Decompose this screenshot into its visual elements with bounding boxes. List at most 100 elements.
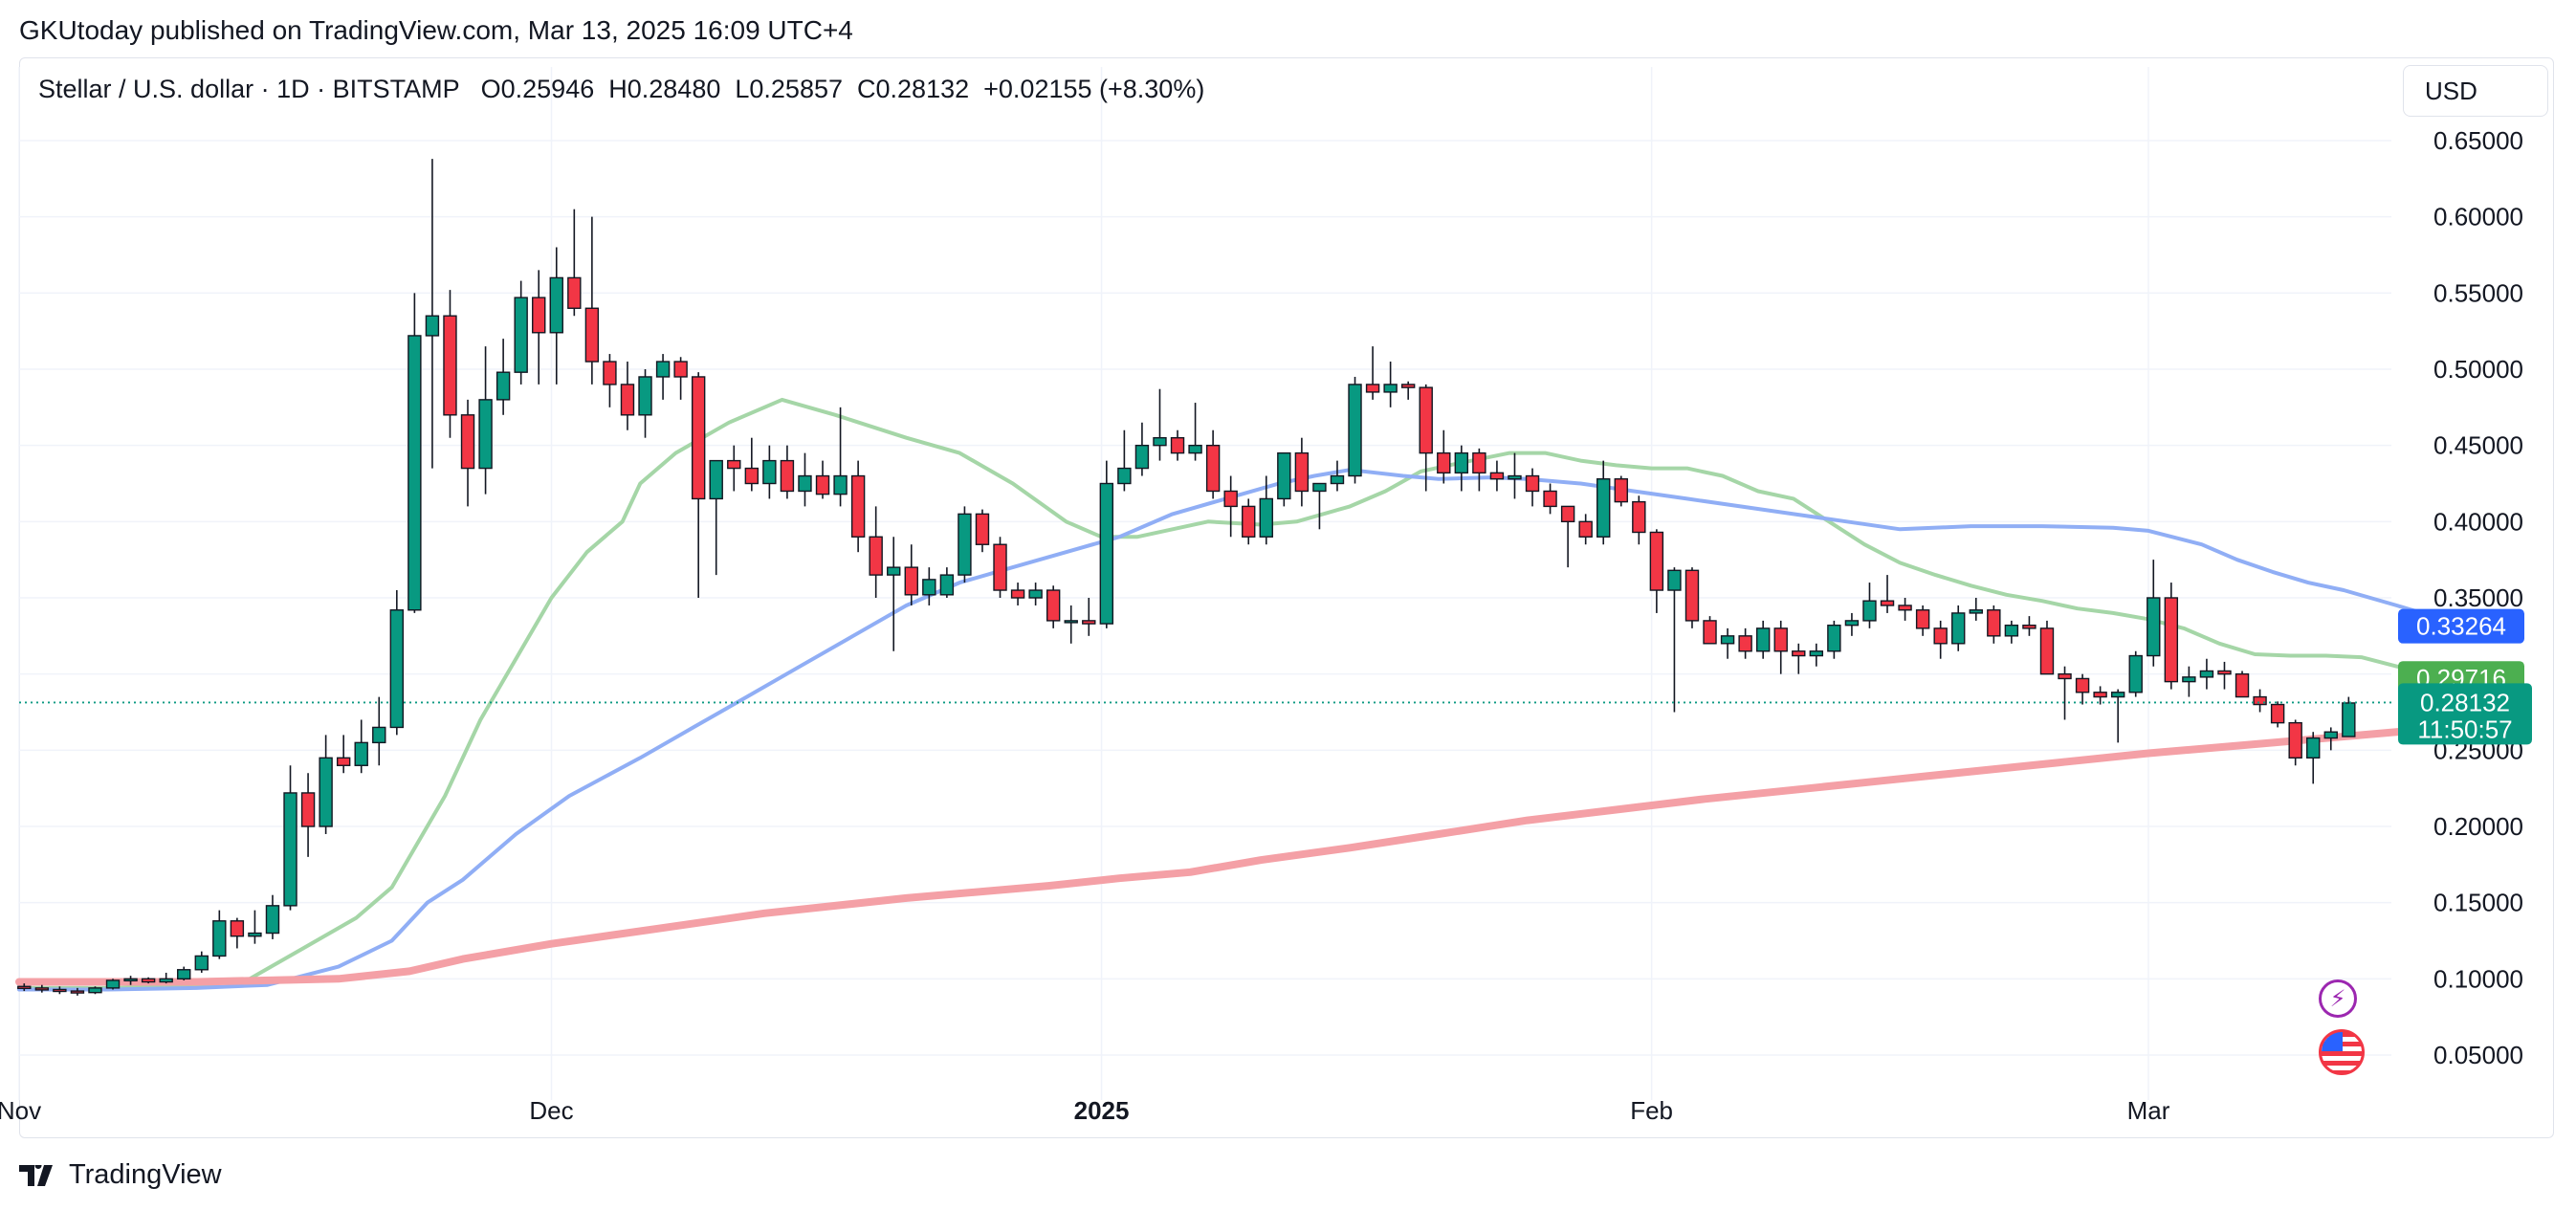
candle-body bbox=[1117, 467, 1132, 485]
candle bbox=[443, 290, 457, 438]
candle bbox=[2058, 666, 2072, 720]
candle-body bbox=[887, 566, 901, 576]
candle bbox=[584, 216, 600, 385]
last-price-text: 0.28132 bbox=[2420, 688, 2510, 716]
candle-body bbox=[1472, 451, 1486, 474]
x-tick-label: Feb bbox=[1630, 1096, 1673, 1125]
x-tick-label: Mar bbox=[2127, 1096, 2170, 1125]
candle bbox=[2182, 666, 2196, 697]
candle-body bbox=[300, 792, 316, 827]
candle bbox=[1454, 445, 1469, 492]
candle bbox=[1383, 362, 1398, 407]
candle bbox=[549, 247, 563, 385]
candle-body bbox=[1933, 627, 1948, 645]
candle bbox=[1330, 460, 1345, 492]
candle bbox=[1082, 598, 1096, 636]
candle bbox=[1703, 616, 1717, 645]
candle bbox=[798, 452, 812, 507]
candle bbox=[1684, 567, 1700, 628]
candle bbox=[1153, 388, 1167, 461]
candle-body bbox=[1614, 478, 1628, 503]
candle bbox=[1987, 605, 2001, 644]
candle bbox=[1134, 422, 1150, 476]
candle-body bbox=[123, 978, 138, 982]
candle-body bbox=[1508, 474, 1522, 480]
candle-body bbox=[1525, 474, 1540, 493]
candle-body bbox=[922, 579, 936, 596]
candle bbox=[2199, 658, 2214, 690]
candle-body bbox=[603, 361, 617, 385]
candle bbox=[2147, 560, 2161, 667]
candle-body bbox=[212, 920, 227, 957]
candle bbox=[248, 910, 262, 944]
candle-body bbox=[1809, 650, 1824, 657]
candle bbox=[495, 339, 511, 415]
candle bbox=[2004, 620, 2019, 644]
candle bbox=[673, 357, 688, 400]
candle-body bbox=[993, 543, 1007, 591]
candle bbox=[762, 445, 777, 499]
candle-body bbox=[1578, 520, 1593, 538]
candle bbox=[1560, 505, 1575, 568]
candle-body bbox=[850, 474, 866, 538]
candle-body bbox=[1560, 505, 1575, 523]
candle bbox=[1170, 429, 1185, 461]
lightning-icon[interactable]: ⚡ bbox=[2319, 979, 2357, 1018]
candle-body bbox=[1419, 386, 1433, 454]
candle bbox=[869, 506, 883, 598]
candle bbox=[159, 972, 173, 984]
candle-body bbox=[1365, 384, 1380, 393]
candle-body bbox=[1951, 612, 1966, 645]
candle-body bbox=[2217, 670, 2232, 675]
x-tick-label: 2025 bbox=[1074, 1096, 1130, 1125]
candle bbox=[1933, 620, 1948, 659]
candle-body bbox=[70, 990, 85, 994]
candle-body bbox=[975, 513, 990, 545]
candle bbox=[1117, 429, 1132, 492]
candle bbox=[1188, 403, 1202, 461]
candle-body bbox=[1738, 635, 1752, 652]
candle bbox=[567, 209, 582, 317]
candle-body bbox=[283, 792, 297, 907]
candle bbox=[958, 506, 972, 583]
ma-mid-price-label-bg bbox=[2398, 608, 2524, 644]
candle-body bbox=[1684, 569, 1700, 622]
candle-body bbox=[2058, 672, 2072, 680]
candle bbox=[2093, 686, 2107, 705]
candle-body bbox=[1259, 497, 1273, 538]
candle-body bbox=[514, 297, 528, 373]
candle bbox=[1348, 376, 1362, 484]
candle-body bbox=[407, 335, 422, 611]
candle-body bbox=[2093, 692, 2107, 698]
candle bbox=[1277, 451, 1291, 507]
last-price-bg bbox=[2398, 683, 2532, 745]
tradingview-logo[interactable]: TradingView bbox=[19, 1159, 222, 1191]
candle bbox=[2164, 583, 2179, 690]
candle bbox=[1596, 460, 1611, 545]
ma-mid-price-label-text: 0.33264 bbox=[2416, 612, 2506, 641]
candle-body bbox=[425, 315, 440, 337]
candle bbox=[265, 894, 280, 939]
candle-body bbox=[141, 978, 156, 983]
candle bbox=[532, 270, 546, 385]
y-tick-label: 0.20000 bbox=[2433, 812, 2523, 841]
candle-body bbox=[1437, 451, 1451, 474]
candle bbox=[407, 293, 422, 613]
candle-body bbox=[1223, 490, 1238, 508]
candle-body bbox=[177, 969, 191, 980]
candle bbox=[975, 509, 990, 553]
y-tick-label: 0.15000 bbox=[2433, 889, 2523, 917]
currency-button[interactable]: USD bbox=[2403, 65, 2548, 117]
publisher-line: GKUtoday published on TradingView.com, M… bbox=[19, 15, 853, 45]
candle bbox=[300, 773, 316, 857]
y-tick-label: 0.50000 bbox=[2433, 355, 2523, 384]
us-flag-icon[interactable] bbox=[2319, 1029, 2365, 1075]
y-tick-label: 0.55000 bbox=[2433, 278, 2523, 307]
candle bbox=[815, 460, 830, 499]
candle bbox=[1028, 583, 1043, 605]
candle-body bbox=[2235, 672, 2250, 698]
candle-body bbox=[1844, 620, 1860, 627]
candle bbox=[336, 735, 351, 774]
